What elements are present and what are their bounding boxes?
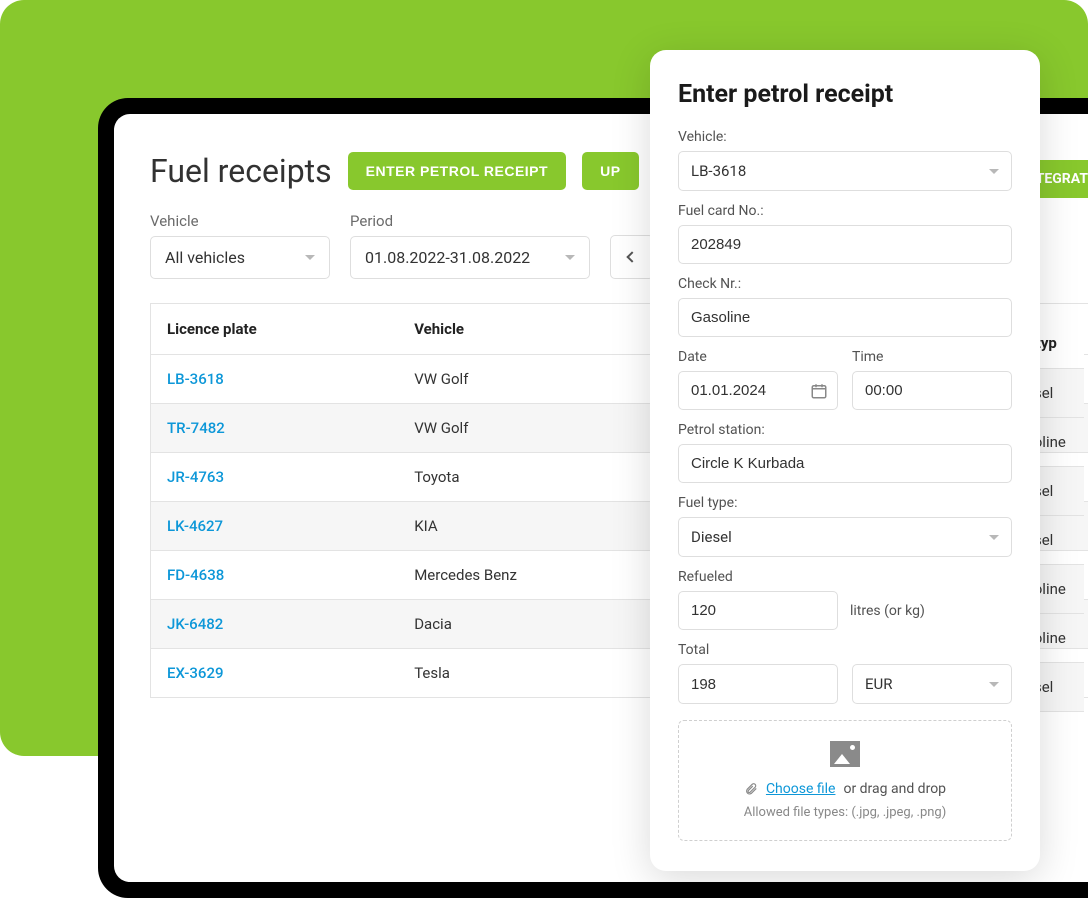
image-icon xyxy=(830,741,860,767)
period-select[interactable]: 01.08.2022-31.08.2022 xyxy=(350,236,590,279)
chevron-down-icon xyxy=(989,535,999,540)
file-dropzone[interactable]: Choose file or drag and drop Allowed fil… xyxy=(678,720,1012,841)
plate-link[interactable]: EX-3629 xyxy=(167,664,224,682)
cell-vehicle: Mercedes Benz xyxy=(398,551,671,600)
period-filter-label: Period xyxy=(350,212,590,230)
paperclip-icon xyxy=(744,782,758,796)
cell-vehicle: VW Golf xyxy=(398,404,671,453)
plate-link[interactable]: JK-6482 xyxy=(167,615,223,633)
col-licence: Licence plate xyxy=(151,304,399,355)
chevron-down-icon xyxy=(989,169,999,174)
date-field-label: Date xyxy=(678,349,838,365)
refueled-field[interactable] xyxy=(678,591,838,630)
enter-receipt-button[interactable]: ENTER PETROL RECEIPT xyxy=(348,152,566,190)
vehicle-select-value: All vehicles xyxy=(165,248,245,267)
fueltype-field-value: Diesel xyxy=(691,528,732,546)
cell-vehicle: Dacia xyxy=(398,600,671,649)
plate-link[interactable]: FD-4638 xyxy=(167,566,224,584)
fueltype-field[interactable]: Diesel xyxy=(678,517,1012,557)
chevron-left-icon xyxy=(626,251,637,262)
upload-button[interactable]: UP xyxy=(582,152,638,190)
total-field[interactable] xyxy=(678,664,838,704)
check-field-label: Check Nr.: xyxy=(678,276,1012,292)
plate-link[interactable]: LB-3618 xyxy=(167,370,224,388)
chevron-down-icon xyxy=(305,255,315,260)
calendar-icon xyxy=(810,382,828,400)
station-field-label: Petrol station: xyxy=(678,422,1012,438)
vehicle-filter: Vehicle All vehicles xyxy=(150,212,330,279)
vehicle-field-label: Vehicle: xyxy=(678,129,1012,145)
plate-link[interactable]: TR-7482 xyxy=(167,419,225,437)
fueltype-field-label: Fuel type: xyxy=(678,495,1012,511)
period-select-value: 01.08.2022-31.08.2022 xyxy=(365,248,530,267)
cell-vehicle: Toyota xyxy=(398,453,671,502)
period-filter: Period 01.08.2022-31.08.2022 xyxy=(350,212,590,279)
fuelcard-field-label: Fuel card No.: xyxy=(678,203,1012,219)
refueled-field-label: Refueled xyxy=(678,569,1012,585)
page-title: Fuel receipts xyxy=(150,152,332,190)
cell-vehicle: KIA xyxy=(398,502,671,551)
currency-select[interactable]: EUR xyxy=(852,664,1012,704)
vehicle-select[interactable]: All vehicles xyxy=(150,236,330,279)
chevron-down-icon xyxy=(989,682,999,687)
plate-link[interactable]: JR-4763 xyxy=(167,468,224,486)
cell-vehicle: VW Golf xyxy=(398,355,671,404)
time-field-label: Time xyxy=(852,349,1012,365)
chevron-down-icon xyxy=(565,255,575,260)
vehicle-field-value: LB-3618 xyxy=(691,162,746,180)
choose-file-link[interactable]: Choose file xyxy=(766,781,836,797)
col-vehicle: Vehicle xyxy=(398,304,671,355)
station-field[interactable] xyxy=(678,444,1012,483)
allowed-types: Allowed file types: (.jpg, .jpeg, .png) xyxy=(699,805,991,820)
vehicle-filter-label: Vehicle xyxy=(150,212,330,230)
plate-link[interactable]: LK-4627 xyxy=(167,517,223,535)
check-field[interactable] xyxy=(678,298,1012,337)
time-field[interactable] xyxy=(852,371,1012,410)
refueled-unit: litres (or kg) xyxy=(850,603,925,619)
currency-value: EUR xyxy=(865,675,893,693)
prev-button[interactable] xyxy=(610,235,654,279)
vehicle-field[interactable]: LB-3618 xyxy=(678,151,1012,191)
fuelcard-field[interactable] xyxy=(678,225,1012,264)
modal-title: Enter petrol receipt xyxy=(678,80,1012,109)
drag-text: or drag and drop xyxy=(843,781,946,797)
total-field-label: Total xyxy=(678,642,1012,658)
cell-vehicle: Tesla xyxy=(398,649,671,698)
enter-receipt-modal: Enter petrol receipt Vehicle: LB-3618 Fu… xyxy=(650,50,1040,871)
